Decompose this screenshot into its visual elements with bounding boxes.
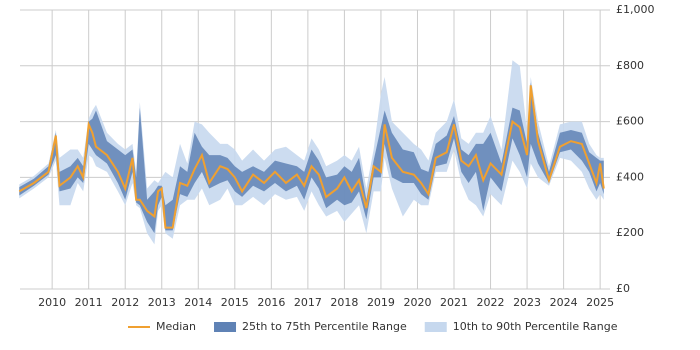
x-tick-label: 2019 xyxy=(367,296,395,309)
y-tick-label: £1,000 xyxy=(616,3,655,16)
x-tick-label: 2021 xyxy=(440,296,468,309)
x-tick-label: 2012 xyxy=(111,296,139,309)
x-tick-label: 2022 xyxy=(477,296,505,309)
x-tick-label: 2020 xyxy=(403,296,431,309)
x-tick-label: 2011 xyxy=(75,296,103,309)
x-tick-label: 2018 xyxy=(330,296,358,309)
legend-swatch xyxy=(424,322,447,332)
y-tick-label: £400 xyxy=(616,170,644,183)
y-tick-label: £200 xyxy=(616,226,644,239)
x-tick-label: 2023 xyxy=(513,296,541,309)
x-tick-label: 2017 xyxy=(294,296,322,309)
x-tick-label: 2016 xyxy=(257,296,285,309)
x-tick-label: 2024 xyxy=(550,296,578,309)
legend-label: Median xyxy=(156,320,196,333)
y-tick-label: £0 xyxy=(616,282,630,295)
x-tick-label: 2014 xyxy=(184,296,212,309)
x-tick-label: 2013 xyxy=(148,296,176,309)
legend-swatch xyxy=(214,322,237,332)
y-tick-label: £800 xyxy=(616,59,644,72)
x-tick-label: 2025 xyxy=(586,296,614,309)
legend-label: 25th to 75th Percentile Range xyxy=(242,320,407,333)
band-area xyxy=(19,82,604,234)
x-tick-label: 2015 xyxy=(221,296,249,309)
x-tick-label: 2010 xyxy=(38,296,66,309)
median-line xyxy=(18,85,605,229)
legend-label: 10th to 90th Percentile Range xyxy=(453,320,618,333)
y-tick-label: £600 xyxy=(616,115,644,128)
